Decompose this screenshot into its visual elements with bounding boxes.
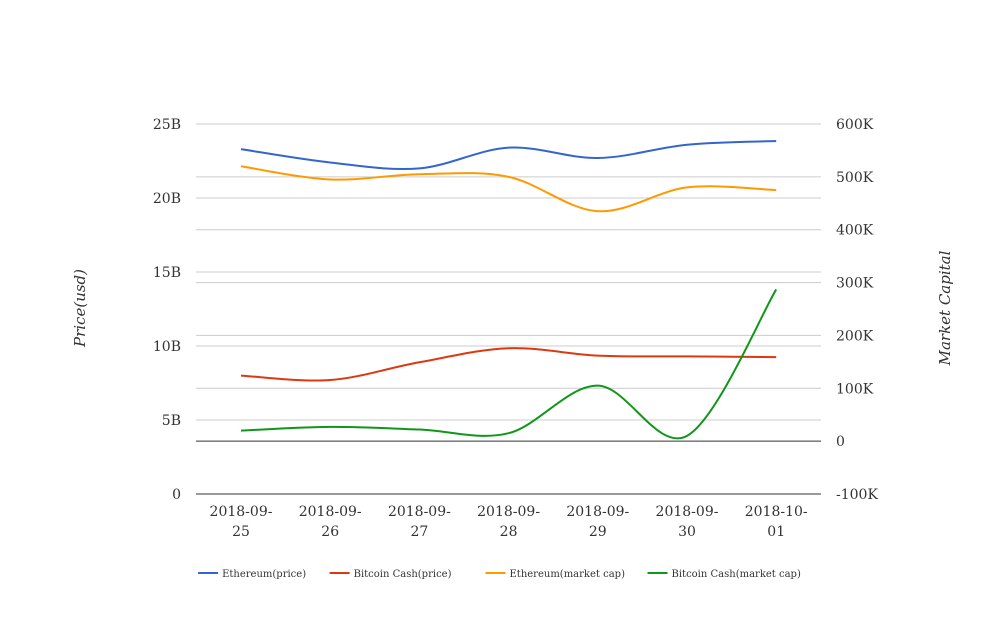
x-tick-label: 2018-10-: [745, 504, 808, 520]
x-tick-label: 2018-09-: [299, 504, 362, 520]
legend-label: Ethereum(market cap): [510, 569, 626, 580]
x-tick-label: 26: [321, 524, 339, 540]
y-right-tick-label: 600K: [836, 117, 874, 133]
x-tick-label: 2018-09-: [477, 504, 540, 520]
x-tick-label: 2018-09-: [210, 504, 273, 520]
x-tick-label: 29: [589, 524, 607, 540]
y-left-axis-title: Price(usd): [71, 269, 89, 348]
y-right-tick-label: -100K: [836, 487, 878, 503]
y-left-tick-label: 10B: [153, 339, 181, 355]
x-tick-label: 28: [500, 524, 518, 540]
y-left-tick-label: 15B: [153, 265, 181, 281]
series-line-bitcoin-cash-price: [240, 347, 777, 382]
y-left-tick-label: 5B: [162, 413, 181, 429]
legend-label: Bitcoin Cash(price): [354, 569, 452, 580]
legend-label: Ethereum(price): [222, 569, 306, 580]
x-tick-label: 2018-09-: [566, 504, 629, 520]
y-left-tick-label: 25B: [153, 117, 181, 133]
x-tick-label: 2018-09-: [656, 504, 719, 520]
x-tick-label: 2018-09-: [388, 504, 451, 520]
x-tick-label: 25: [232, 524, 250, 540]
x-tick-label: 01: [767, 524, 785, 540]
x-tick-label: 27: [410, 524, 428, 540]
y-left-tick-label: 0: [172, 487, 181, 503]
series-line-bitcoin-cash-market-cap: [240, 288, 778, 440]
y-right-tick-label: 0: [836, 434, 845, 450]
y-right-tick-label: 100K: [836, 381, 874, 397]
y-right-tick-label: 500K: [836, 170, 874, 186]
legend-label: Bitcoin Cash(market cap): [672, 569, 801, 580]
y-left-tick-label: 20B: [153, 191, 181, 207]
y-right-tick-label: 200K: [836, 328, 874, 344]
x-tick-label: 30: [678, 524, 696, 540]
y-right-tick-label: 300K: [836, 276, 874, 292]
series-line-ethereum-market-cap: [240, 165, 777, 213]
y-right-tick-label: 400K: [836, 223, 874, 239]
y-right-axis-title: Market Capital: [936, 250, 954, 366]
series-line-ethereum-price: [240, 140, 777, 171]
